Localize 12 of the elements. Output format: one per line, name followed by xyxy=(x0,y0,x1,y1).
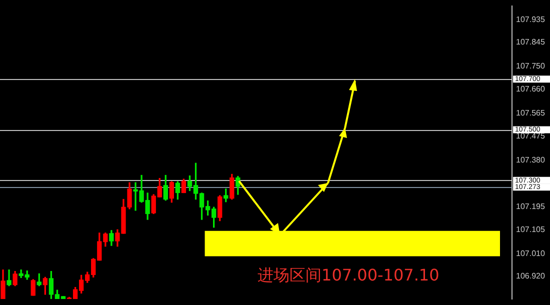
band-label: 进场区间107.00-107.10 xyxy=(258,265,440,284)
y-tick-label: 107.935 xyxy=(516,14,546,24)
y-tick-label: 107.010 xyxy=(516,248,546,258)
y-tick-label: 107.845 xyxy=(516,38,546,47)
y-tick-label: 106.920 xyxy=(516,272,546,281)
y-tick-label: 107.380 xyxy=(516,155,546,164)
y-tick-label: 107.750 xyxy=(516,62,546,71)
y-tick-label: 107.105 xyxy=(516,224,546,234)
y-tick-label: 107.660 xyxy=(516,84,546,94)
y-tick-label: 107.195 xyxy=(516,202,546,212)
y-tick-label: 107.565 xyxy=(516,108,546,118)
y-tick-label: 107.475 xyxy=(516,131,546,140)
